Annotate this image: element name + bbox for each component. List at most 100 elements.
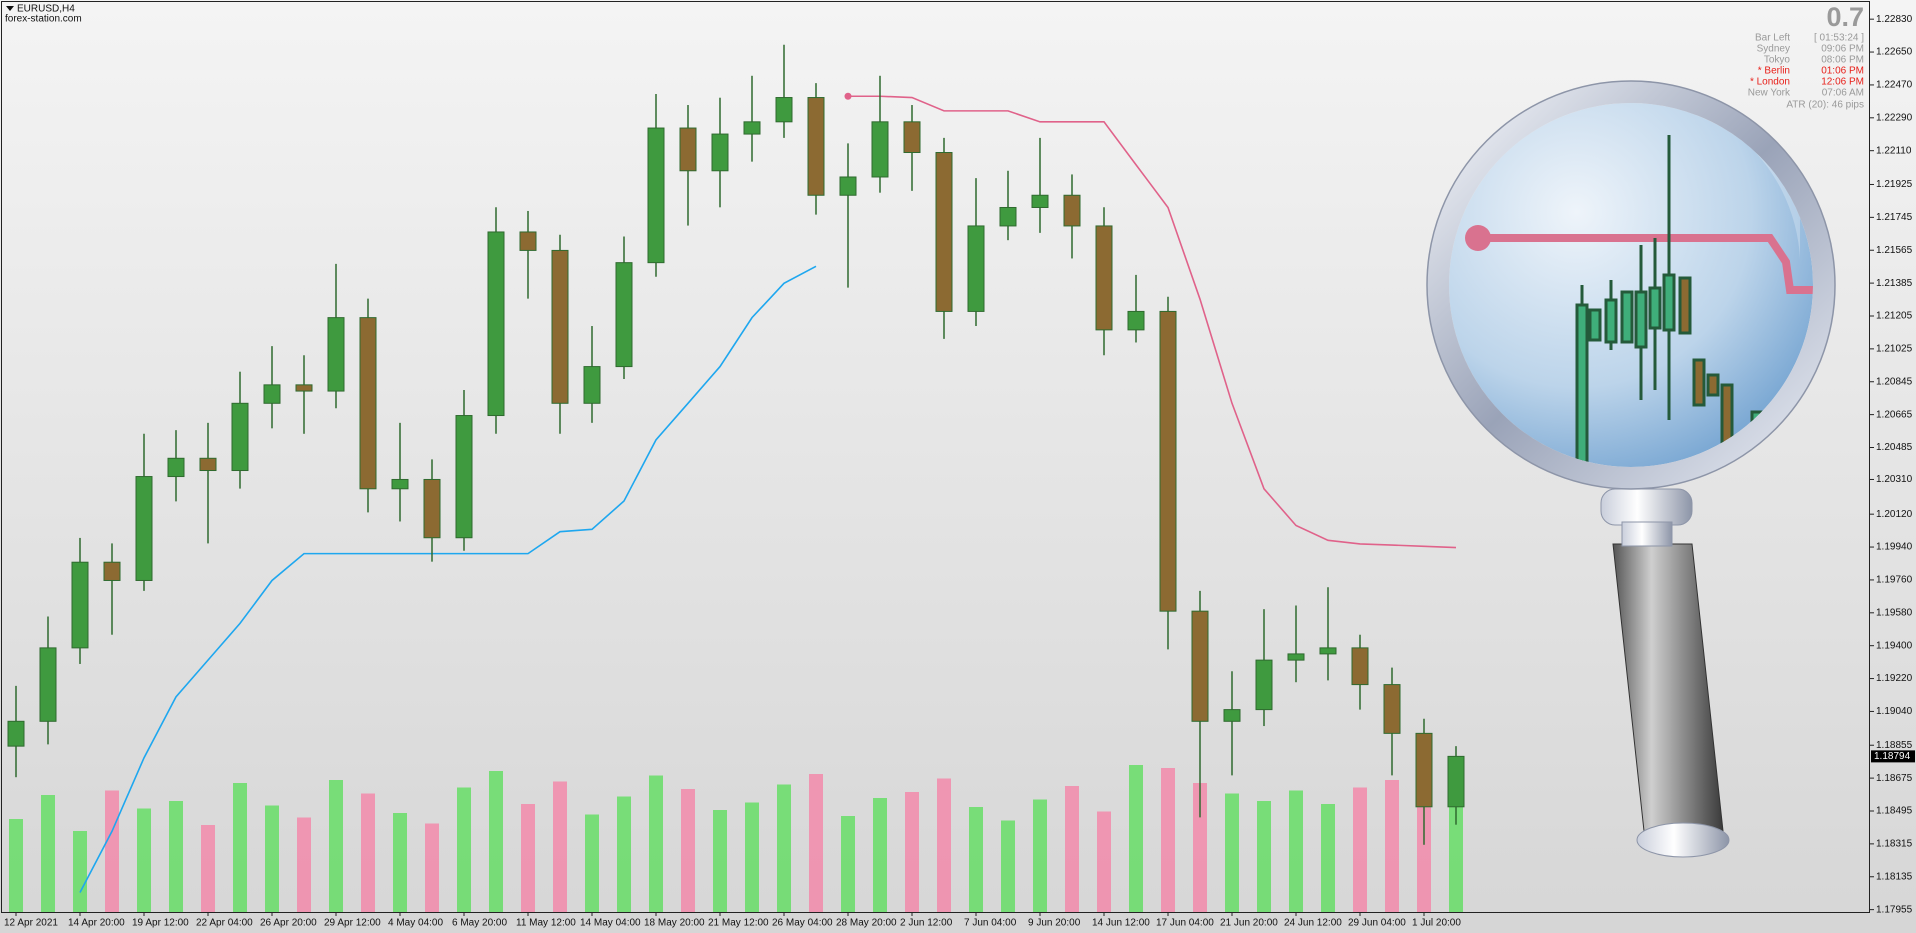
volume-bar [969,807,983,912]
info-value: 09:06 PM [1821,44,1864,55]
info-label: * Berlin [1758,66,1790,77]
candle-body [999,206,1017,227]
candle-body [1063,194,1081,227]
candle-body [1127,310,1145,331]
volume-bar [297,817,311,912]
y-tick-label: 1.18315 [1876,839,1913,850]
y-tick-label: 1.18495 [1876,806,1913,817]
candle-body [1351,647,1369,686]
candle-body [199,457,217,472]
x-tick-label: 6 May 20:00 [452,918,507,929]
x-tick-label: 14 May 04:00 [580,918,641,929]
menu-triangle [6,6,14,11]
info-label: Sydney [1757,44,1790,55]
volume-bar [137,808,151,912]
volume-bar [1321,804,1335,912]
candle-body [167,457,185,478]
volume-bar [329,780,343,912]
candle-body [647,127,665,264]
volume-bar [681,789,695,912]
y-tick-label: 1.22290 [1876,112,1913,123]
candle-body [135,476,153,581]
candle-body [583,366,601,404]
volume-bar [73,831,87,912]
x-tick-label: 24 Jun 12:00 [1284,918,1342,929]
candle-body [1255,659,1273,711]
x-tick-label: 21 May 12:00 [708,918,769,929]
volume-bar [425,823,439,912]
candle-body [231,402,249,472]
y-tick-label: 1.18135 [1876,871,1913,882]
volume-bar [265,805,279,912]
volume-bar [233,783,247,912]
volume-bar [201,825,215,912]
info-value: [ 01:53:24 ] [1814,33,1864,44]
volume-bar [809,774,823,912]
y-tick-label: 1.21925 [1876,179,1913,190]
volume-bar [1001,820,1015,912]
volume-bar [649,775,663,912]
candle-body [487,231,505,417]
volume-bar [873,798,887,912]
candle-body [615,262,633,368]
x-tick-label: 29 Jun 04:00 [1348,918,1406,929]
info-value: 01:06 PM [1821,66,1864,77]
candle-body [1159,310,1177,612]
volume-bar [361,793,375,912]
y-tick-label: 1.22470 [1876,80,1913,91]
plot [7,44,1465,912]
candle-body [1223,709,1241,722]
symbol-label: EURUSD,H4 [17,4,75,15]
x-tick-label: 2 Jun 12:00 [900,918,953,929]
candle-body [71,561,89,649]
volume-bar [521,804,535,912]
magnified-line [1478,234,1813,294]
volume-bar [553,781,567,912]
x-tick-label: 29 Apr 12:00 [324,918,381,929]
x-tick-label: 18 May 20:00 [644,918,705,929]
magnifier-ring [1427,81,1835,489]
y-tick-label: 1.22650 [1876,47,1913,58]
candle-body [551,249,569,404]
volume-bar [713,810,727,912]
candle-body [1319,647,1337,655]
volume-bar [585,814,599,912]
candle-body [711,133,729,172]
y-tick-label: 1.20120 [1876,509,1913,520]
y-tick-label: 1.21025 [1876,344,1913,355]
candle-body [391,478,409,490]
volume-bar [777,784,791,912]
y-tick-label: 1.20310 [1876,474,1913,485]
candle-body [1287,653,1305,661]
volume-bar [1097,811,1111,912]
candle-body [1095,225,1113,331]
x-tick-label: 11 May 12:00 [516,918,576,929]
y-tick-label: 1.19220 [1876,673,1913,684]
candle-body [455,415,473,539]
candle-body [1415,732,1433,808]
magnifier-ring-edge [1426,80,1836,490]
y-tick-label: 1.19580 [1876,607,1913,618]
volume-bar [105,790,119,912]
x-tick-label: 22 Apr 04:00 [196,918,253,929]
candle-body [839,176,857,196]
volume-bar [1257,801,1271,912]
y-tick-label: 1.22110 [1876,145,1912,156]
x-tick-label: 21 Jun 20:00 [1220,918,1278,929]
volume-bar [1193,783,1207,912]
volume-bar [169,801,183,912]
x-tick-label: 26 May 04:00 [772,918,833,929]
volume-bar [9,819,23,912]
volume-bar [617,796,631,912]
candle-body [967,225,985,312]
volume-bar [1065,786,1079,912]
candle-body [295,384,313,392]
atr-label: ATR (20): 46 pips [1786,100,1864,111]
candle-body [1447,755,1465,808]
candle-body [679,127,697,172]
candle-body [935,152,953,312]
candle-body [423,478,441,539]
magnifier-cap [1636,822,1730,858]
info-panel: Bar Left [ 01:53:24 ] Sydney 09:06 PM Tokyo 0… [1748,33,1864,99]
